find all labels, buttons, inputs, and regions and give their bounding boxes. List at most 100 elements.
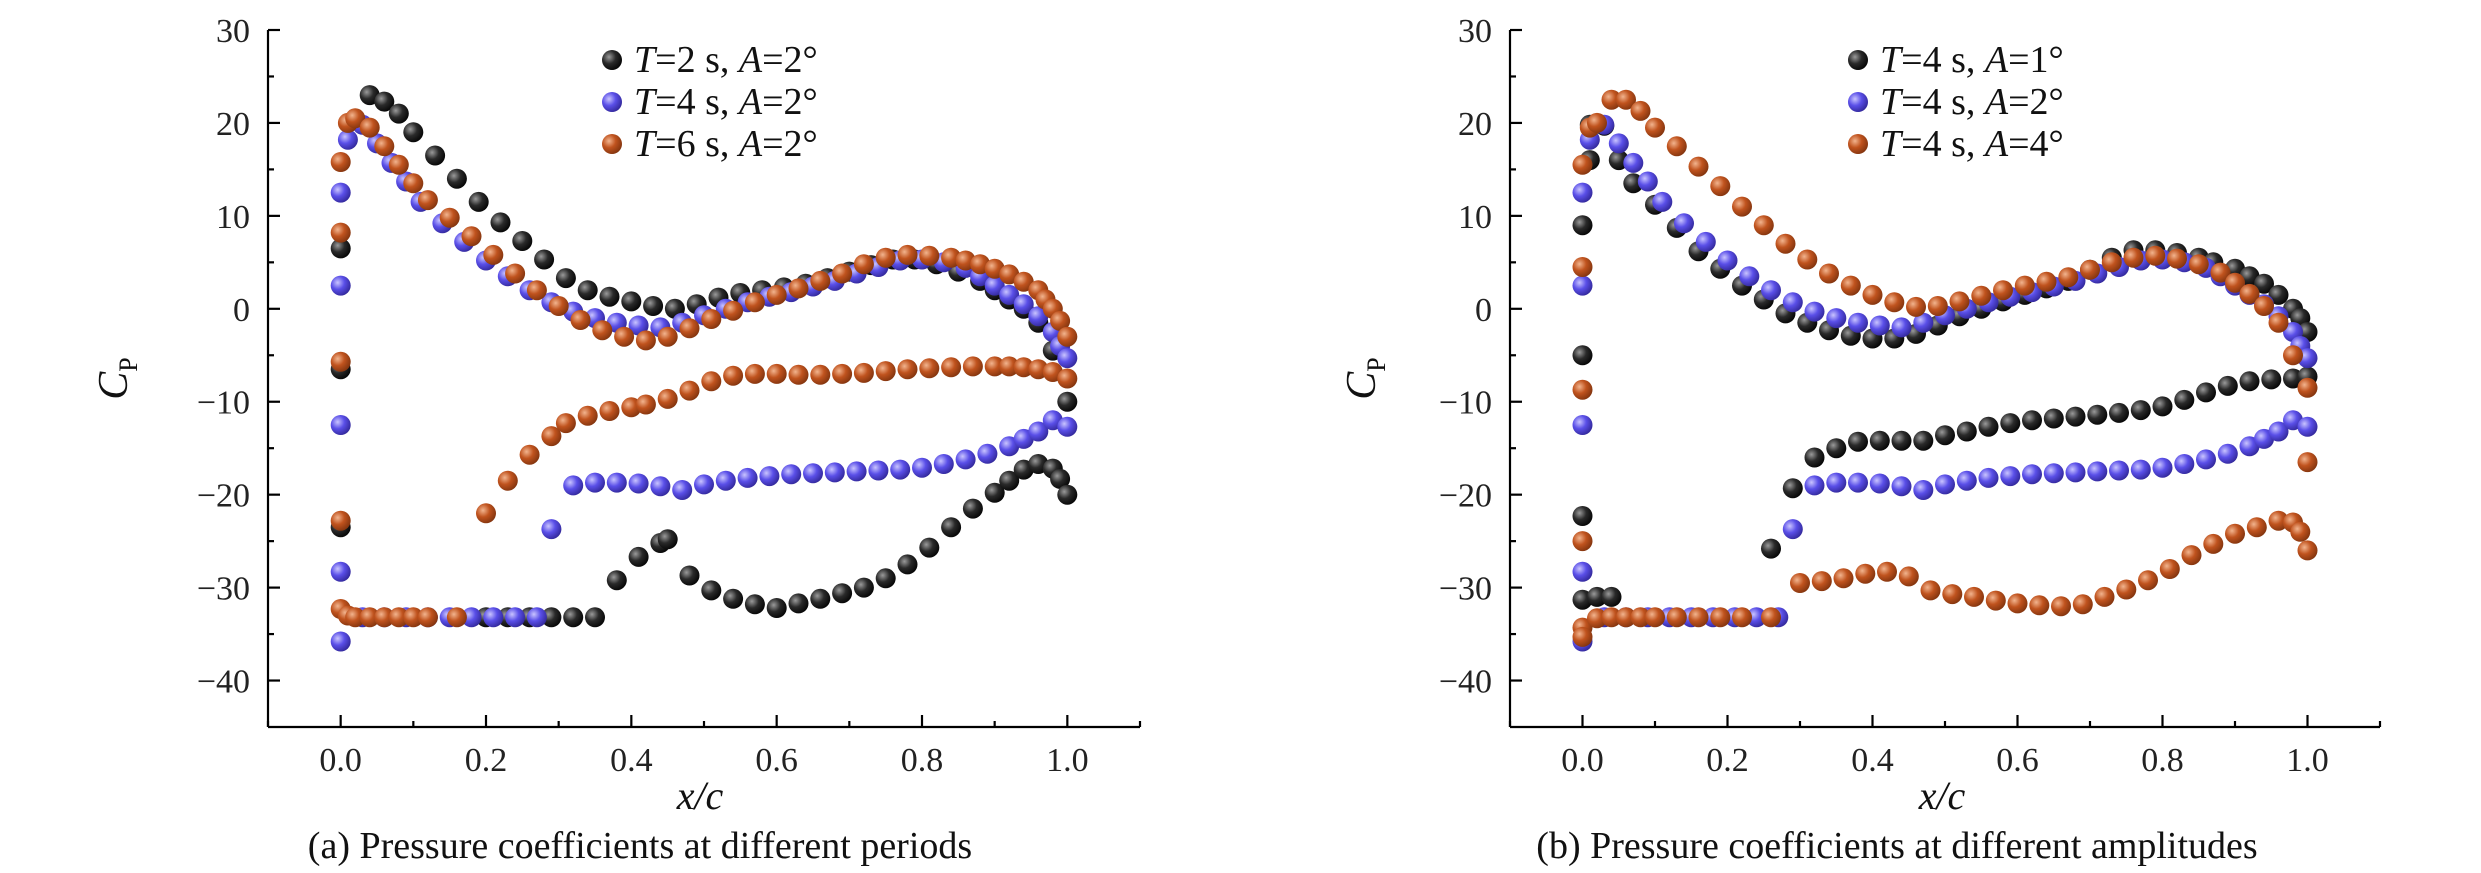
data-point (1616, 89, 1636, 110)
data-point (810, 270, 831, 291)
data-point (526, 280, 547, 301)
data-point (490, 212, 511, 233)
data-point (2022, 410, 2042, 431)
x-tick-label: 0.8 (901, 742, 944, 779)
data-point (1848, 472, 1868, 493)
panel-a-pressure-periods: 30 20 10 0 −10 −20 −30 −40 0.0 0.2 0.4 0.6 0.8 1.0 x/c… (91, 13, 1142, 867)
data-point (759, 466, 780, 487)
data-point (2283, 345, 2303, 366)
data-point (1666, 607, 1687, 628)
data-point (723, 300, 744, 321)
data-point (897, 359, 918, 380)
data-point (1869, 473, 1890, 494)
data-point (505, 607, 526, 628)
data-point (497, 470, 518, 491)
data-point (1666, 136, 1687, 157)
y-tick-label: 30 (216, 13, 250, 50)
data-point (832, 583, 853, 604)
data-point (1833, 568, 1854, 589)
data-point (1906, 296, 1926, 317)
y-tick-label: −10 (197, 385, 250, 422)
data-point (2072, 594, 2093, 615)
data-point (2007, 593, 2028, 614)
data-point (2109, 460, 2129, 481)
data-point (2167, 248, 2187, 269)
data-point (1572, 379, 1593, 400)
y-tick-label: −30 (1439, 571, 1492, 608)
data-point (766, 284, 787, 305)
data-point (330, 561, 351, 582)
data-point (1949, 291, 1970, 312)
data-point (788, 278, 809, 299)
data-point (2109, 402, 2129, 423)
data-point (2036, 271, 2057, 292)
y-axis-label: CP (91, 357, 143, 399)
data-point (2239, 371, 2260, 392)
data-point (1840, 275, 1861, 296)
data-point (1630, 607, 1651, 628)
data-point (672, 480, 693, 500)
data-point (585, 607, 605, 628)
data-point (417, 190, 438, 211)
legend-entry: T=4 s, A=2° (634, 81, 818, 123)
legend-entry: T=6 s, A=2° (634, 123, 818, 165)
data-point (1057, 348, 1078, 369)
data-point (1761, 607, 1781, 628)
data-point (2254, 273, 2274, 294)
data-point (1848, 431, 1868, 452)
data-point (2116, 579, 2137, 600)
data-point (999, 470, 1020, 491)
data-point (919, 537, 940, 558)
data-point (1877, 561, 1897, 582)
data-point (2268, 510, 2289, 531)
legend-entry: T=4 s, A=1° (1880, 39, 2064, 81)
data-point (1710, 607, 1731, 628)
x-tick-label: 1.0 (1046, 742, 1089, 779)
data-point (330, 631, 351, 652)
data-point (2268, 421, 2289, 442)
data-point (1862, 284, 1883, 305)
data-point (1993, 280, 2013, 301)
data-point (788, 593, 809, 614)
data-point (585, 472, 605, 493)
data-point (2268, 312, 2289, 333)
data-point (2188, 254, 2209, 275)
data-point (345, 607, 366, 628)
data-point (919, 245, 940, 266)
data-point (1717, 250, 1738, 271)
data-point (1688, 607, 1709, 628)
y-tick-label: −10 (1439, 385, 1492, 422)
data-point (2022, 464, 2042, 485)
data-point (1623, 152, 1644, 173)
data-point (853, 362, 874, 383)
data-point (2297, 416, 2318, 437)
data-point (592, 320, 613, 341)
data-point (330, 182, 351, 203)
data-point (1695, 231, 1716, 252)
data-point (2101, 252, 2122, 273)
legend-entry: T=2 s, A=2° (634, 39, 818, 81)
x-tick-label: 0.8 (2141, 742, 2184, 779)
data-point (1819, 263, 1839, 284)
data-point (1739, 266, 1760, 287)
data-point (2268, 284, 2289, 305)
data-point (890, 459, 911, 480)
data-point (2014, 275, 2035, 296)
data-point (1855, 563, 1876, 584)
data-point (635, 330, 656, 351)
data-point (1753, 215, 1774, 236)
data-point (1826, 438, 1847, 459)
data-point (701, 580, 722, 601)
data-point (897, 244, 918, 265)
data-point (563, 607, 584, 628)
data-point (1935, 425, 1955, 446)
data-point (2254, 296, 2274, 316)
data-point (875, 247, 896, 268)
data-point (1572, 345, 1593, 366)
series-0 (1572, 114, 2318, 610)
data-point (1775, 233, 1796, 254)
legend-entry: T=4 s, A=4° (1880, 123, 2064, 165)
data-point (2152, 457, 2173, 478)
data-point (999, 284, 1020, 305)
data-point (2217, 375, 2238, 396)
